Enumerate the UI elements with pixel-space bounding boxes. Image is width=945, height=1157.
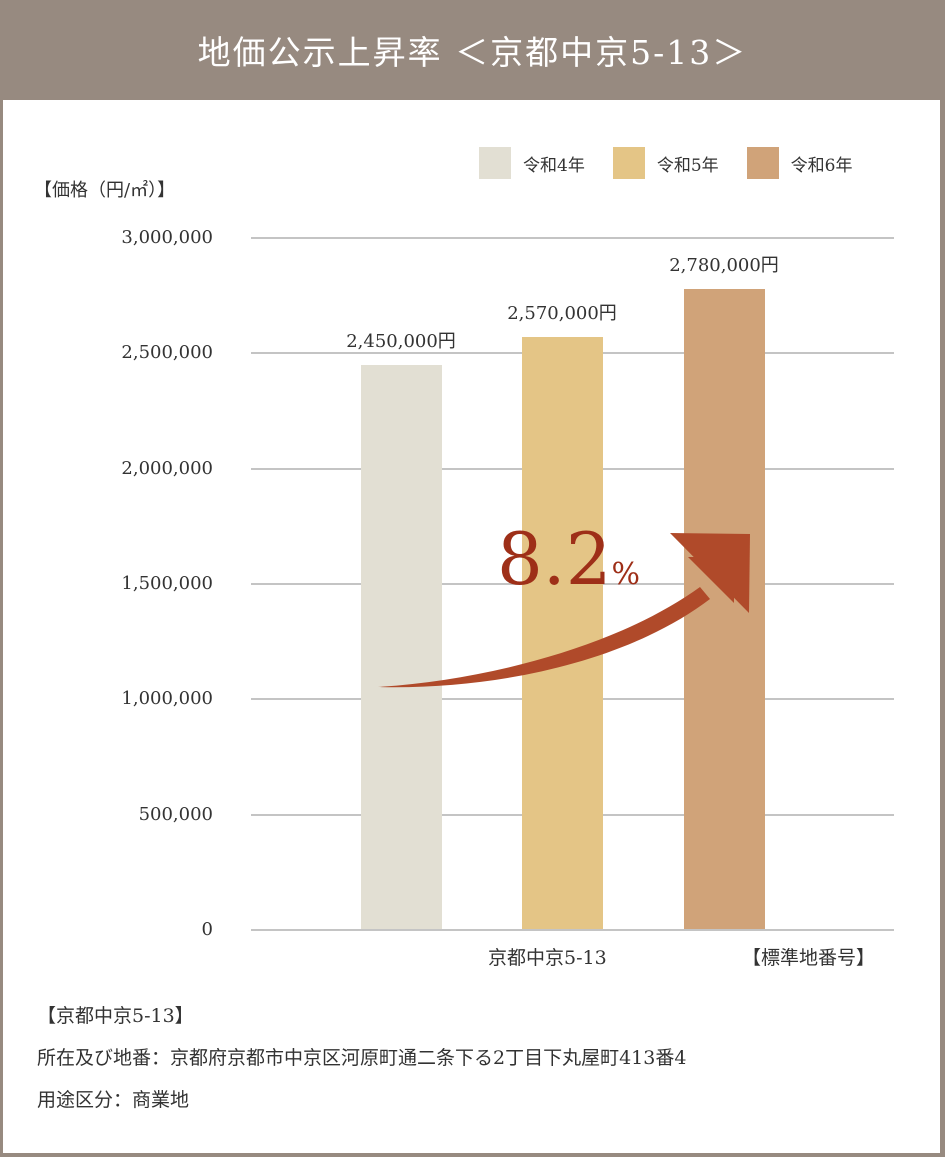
x-category-label: 京都中京5-13 (488, 947, 607, 969)
legend-swatch-r5 (612, 147, 645, 179)
footer-usage: 用途区分：商業地 (37, 1089, 190, 1111)
growth-arrow-icon (378, 533, 750, 688)
y-tick: 2,000,000 (121, 458, 213, 479)
growth-rate-annotation: 8.2% (497, 523, 640, 595)
chart-header: 地価公示上昇率 ＜京都中京5-13＞ (0, 0, 945, 100)
legend-label: 令和6年 (790, 155, 853, 176)
y-axis-unit-label: 【価格（円/㎡）】 (34, 180, 176, 201)
x-axis-label: 【標準地番号】 (742, 947, 876, 969)
bar-r5 (522, 337, 603, 930)
y-tick: 0 (201, 919, 213, 940)
bar-value-label: 2,450,000円 (346, 331, 456, 352)
footer-address: 所在及び地番：京都府京都市中京区河原町通二条下る2丁目下丸屋町413番4 (37, 1047, 687, 1069)
legend-item-r6: 令和6年 (746, 147, 853, 179)
y-tick: 500,000 (138, 804, 213, 825)
growth-rate-value: 8.2 (497, 517, 612, 601)
legend-label: 令和5年 (656, 155, 719, 176)
bar-value-label: 2,570,000円 (507, 303, 617, 324)
footer-site-title: 【京都中京5-13】 (37, 1005, 194, 1027)
legend-item-r4: 令和4年 (479, 147, 585, 179)
legend: 令和4年 令和5年 令和6年 (479, 147, 880, 179)
y-tick: 1,000,000 (121, 688, 213, 709)
legend-swatch-r4 (479, 147, 511, 179)
gridline (251, 237, 894, 239)
x-axis-baseline (251, 929, 894, 931)
bar-r6 (684, 289, 765, 930)
growth-rate-unit: % (611, 557, 641, 592)
legend-swatch-r6 (746, 147, 779, 179)
chart-title: 地価公示上昇率 ＜京都中京5-13＞ (197, 33, 748, 72)
y-tick: 2,500,000 (121, 342, 213, 363)
bar-r4 (361, 365, 442, 930)
chart-panel (3, 100, 940, 1153)
legend-label: 令和4年 (523, 155, 585, 176)
legend-item-r5: 令和5年 (612, 147, 719, 179)
bar-value-label: 2,780,000円 (669, 255, 779, 276)
y-tick: 1,500,000 (121, 573, 213, 594)
y-tick: 3,000,000 (121, 227, 213, 248)
